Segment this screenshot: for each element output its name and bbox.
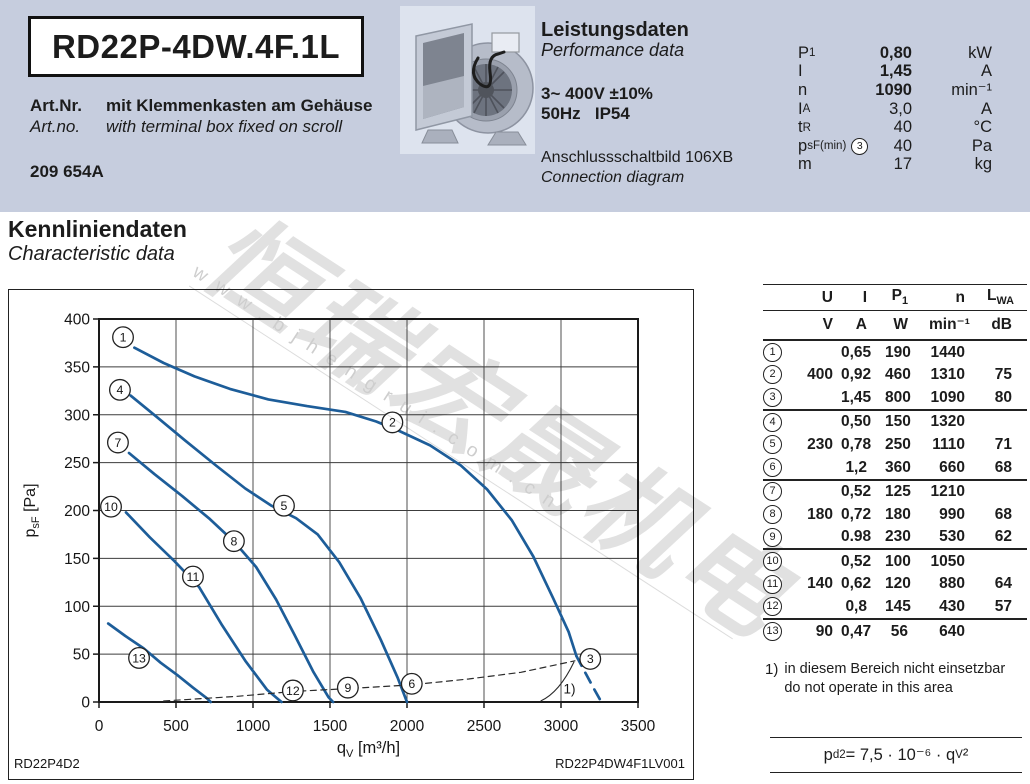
table-row: 4 0,50 150 1320 [763,410,1027,434]
circled-number: 3 [763,387,782,407]
model-title: RD22P-4DW.4F.1L [51,27,341,65]
footnote-marker: 1) [765,661,779,678]
art-label-de: Art.Nr. [30,96,82,115]
circled-number: 2 [763,365,782,385]
svg-text:RD22P4D2: RD22P4D2 [14,756,80,771]
svg-text:300: 300 [64,407,90,424]
svg-text:3500: 3500 [621,718,656,735]
circled-number: 4 [763,412,782,432]
performance-row: n 1090 min⁻¹ [798,80,992,100]
svg-text:10: 10 [104,500,118,514]
svg-text:2: 2 [389,416,396,430]
article-number: 209 654A [30,162,104,181]
circled-number: 11 [763,574,782,594]
performance-row: I 1,45 A [798,62,992,81]
fan-photo [400,6,535,154]
performance-heading-en: Performance data [541,40,685,60]
circled-number: 12 [763,597,782,617]
circled-number: 7 [763,482,782,502]
svg-text:8: 8 [230,534,237,548]
table-row: 5 230 0,78 250 1110 71 [763,433,1027,456]
svg-text:3000: 3000 [544,718,579,735]
svg-text:13: 13 [132,651,146,665]
art-text-en: with terminal box fixed on scroll [106,117,343,136]
table-row: 10 0,52 100 1050 [763,549,1027,573]
footnote-text: in diesem Bereich nicht einsetzbar do no… [784,661,1006,696]
art-text-de: mit Klemmenkasten am Gehäuse [106,96,373,115]
svg-text:12: 12 [286,684,300,698]
circled-number: 13 [763,621,782,641]
svg-text:50: 50 [73,647,91,664]
connection-diagram-de: Anschlussschaltbild 106XB [541,149,734,166]
performance-block: Leistungsdaten Performance data 3~ 400V … [541,20,733,188]
chart-canvas: 0 500 1000 1500 2000 2500 3000 3500 0 50 100 150 200… [14,312,685,772]
table-row: 12 0,8 145 430 57 [763,595,1027,621]
svg-text:1000: 1000 [236,718,271,735]
svg-text:qV [m³/h]: qV [m³/h] [337,739,400,760]
terminal-box [491,32,520,53]
svg-text:250: 250 [64,455,90,472]
power-cable [472,50,506,89]
table-row: 7 0,52 125 1210 [763,480,1027,504]
circled-number: 1 [763,342,782,362]
svg-text:1): 1) [563,682,575,697]
performance-row: p sF(min) 3 40 Pa [798,136,992,155]
svg-text:3: 3 [587,652,594,666]
circled-number: 6 [763,457,782,477]
svg-text:1: 1 [120,330,127,344]
svg-text:0: 0 [95,718,104,735]
supply-voltage: 3~ 400V ±10% [541,84,653,103]
table-row: 3 1,45 800 1090 80 [763,386,1027,411]
svg-text:0: 0 [81,695,90,712]
svg-text:6: 6 [408,677,415,691]
performance-heading-de: Leistungsdaten [541,19,689,41]
svg-text:11: 11 [187,570,200,584]
svg-text:1500: 1500 [313,718,348,735]
svg-text:400: 400 [64,312,90,329]
svg-text:4: 4 [117,383,124,397]
circled-number: 8 [763,504,782,524]
article-block: Art.Nr. mit Klemmenkasten am Gehäuse Art… [30,95,372,137]
performance-row: t R 40 °C [798,118,992,137]
connection-diagram-en: Connection diagram [541,169,685,186]
section-heading-de: Kennliniendaten [8,216,187,242]
svg-text:2000: 2000 [390,718,425,735]
performance-row: P 1 0,80 kW [798,43,992,62]
section-heading-en: Characteristic data [8,243,175,265]
svg-text:150: 150 [64,551,90,568]
performance-row: m 17 kg [798,155,992,174]
table-row: 2 400 0,92 460 1310 75 [763,364,1027,387]
performance-row: I A 3,0 A [798,99,992,118]
section-heading: Kennliniendaten Characteristic data [8,216,187,267]
circled-number: 9 [763,527,782,547]
table-row: 8 180 0,72 180 990 68 [763,503,1027,526]
circled-number: 10 [763,552,782,572]
svg-text:5: 5 [281,499,288,513]
circled-number: 5 [763,435,782,455]
table-row: 6 1,2 360 660 68 [763,455,1027,481]
table-row: 9 0.98 230 530 62 [763,525,1027,551]
table-row: 1 0,65 190 1440 [763,340,1027,364]
characteristic-chart: 0 500 1000 1500 2000 2500 3000 3500 0 50 100 150 200… [8,289,694,780]
circled-number: 3 [851,137,869,155]
svg-text:100: 100 [64,599,90,616]
art-label-en: Art.no. [30,117,81,136]
svg-text:500: 500 [163,718,189,735]
svg-text:7: 7 [115,436,122,450]
svg-text:RD22P4DW4F1LV001: RD22P4DW4F1LV001 [555,756,685,771]
model-title-box: RD22P-4DW.4F.1L [28,16,364,77]
svg-text:psF [Pa]: psF [Pa] [22,483,42,537]
svg-text:9: 9 [344,681,351,695]
supply-frequency-ip: 50Hz IP54 [541,104,630,123]
table-row: 11 140 0,62 120 880 64 [763,573,1027,596]
svg-text:350: 350 [64,359,90,376]
footnote: 1) in diesem Bereich nicht einsetzbar do… [765,660,1005,698]
table-row: 13 90 0,47 56 640 [763,619,1027,643]
svg-text:2500: 2500 [467,718,502,735]
svg-text:200: 200 [64,503,90,520]
